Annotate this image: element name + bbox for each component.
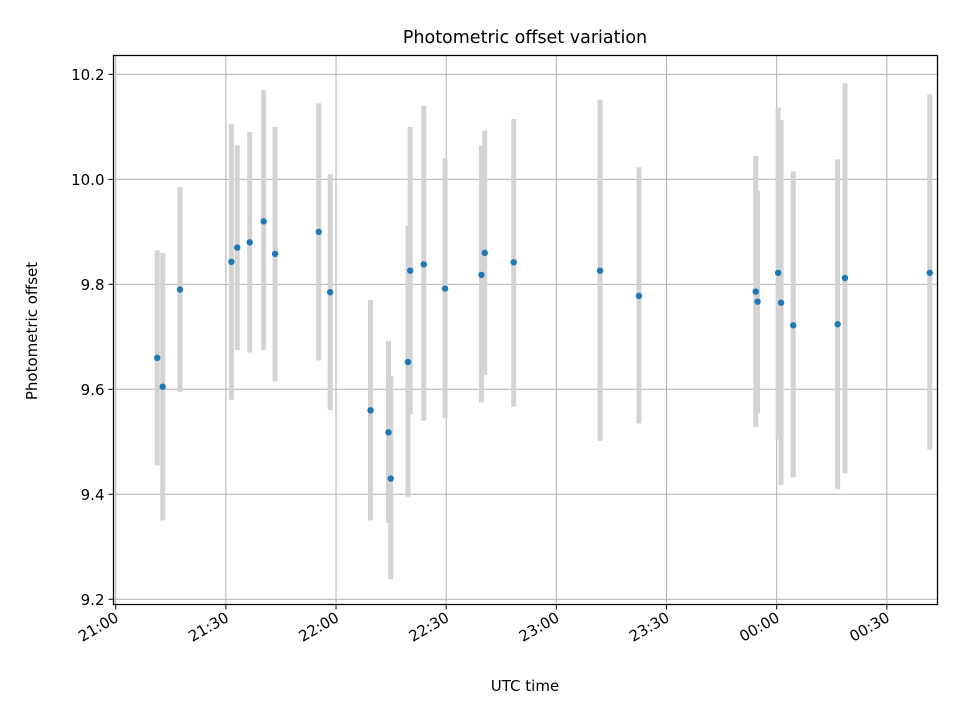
data-point <box>789 322 797 329</box>
data-point <box>777 299 785 306</box>
x-axis-label: UTC time <box>491 677 559 695</box>
data-point <box>159 383 166 390</box>
data-point <box>153 354 161 362</box>
y-tick-label: 9.6 <box>81 381 105 399</box>
data-point <box>441 285 449 292</box>
data-point <box>404 358 412 366</box>
data-point <box>754 298 761 305</box>
chart-title: Photometric offset variation <box>403 28 647 48</box>
data-point <box>260 218 267 225</box>
data-point <box>228 258 235 265</box>
data-point <box>246 239 253 246</box>
data-point <box>367 407 374 414</box>
data-point <box>834 321 841 328</box>
y-tick-label: 9.2 <box>81 591 105 609</box>
data-point <box>315 228 322 236</box>
y-axis-label: Photometric offset <box>23 262 41 400</box>
data-point <box>326 289 334 296</box>
y-tick-label: 9.8 <box>81 276 105 294</box>
y-tick-label: 10.2 <box>71 66 104 84</box>
data-point <box>481 249 488 257</box>
data-point <box>635 292 643 300</box>
data-point <box>774 269 782 276</box>
data-point <box>841 274 849 282</box>
data-point <box>271 250 279 258</box>
data-point <box>510 259 517 266</box>
data-point <box>387 475 394 482</box>
grid <box>113 55 938 605</box>
y-tick-label: 10.0 <box>71 171 104 189</box>
data-point <box>596 267 604 274</box>
data-point <box>176 286 184 293</box>
data-point <box>406 267 414 274</box>
data-point <box>420 261 427 268</box>
y-axis: 9.2 9.4 9.6 9.8 10.0 10.2 <box>71 66 114 609</box>
y-tick-label: 9.4 <box>81 486 105 504</box>
data-point <box>926 269 933 276</box>
data-point <box>752 288 759 295</box>
data-point <box>234 244 241 251</box>
plot-frame <box>112 54 939 606</box>
data-point <box>385 429 392 436</box>
data-points <box>153 218 933 482</box>
data-point <box>478 271 485 279</box>
